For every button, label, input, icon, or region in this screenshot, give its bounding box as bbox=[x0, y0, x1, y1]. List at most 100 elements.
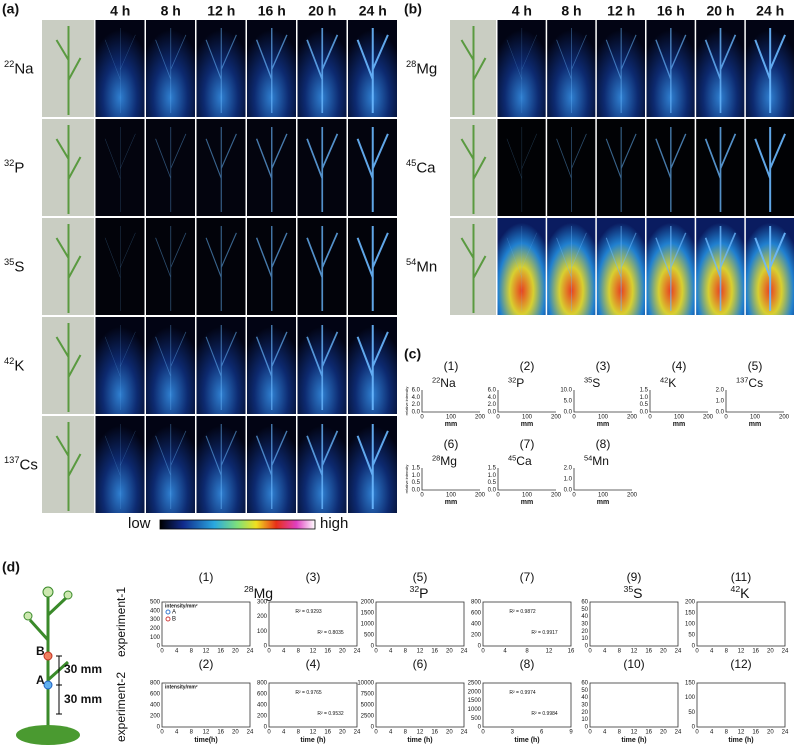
panel-label: (a) bbox=[2, 1, 19, 17]
y-tick-label: 1.5 bbox=[488, 466, 497, 472]
y-tick-label: 400 bbox=[150, 608, 161, 614]
x-tick-label: 8 bbox=[618, 730, 622, 736]
plot-number: (4) bbox=[672, 359, 687, 373]
x-axis-label: time (h) bbox=[728, 737, 753, 744]
isotope-mass: 42 bbox=[4, 356, 14, 366]
plot-number: (7) bbox=[520, 570, 535, 584]
x-tick-label: 4 bbox=[282, 649, 286, 655]
plot-number: (5) bbox=[748, 359, 763, 373]
plant-stem bbox=[55, 125, 82, 214]
annotation: R² = 0.9872 bbox=[509, 609, 535, 615]
panel-label: (b) bbox=[404, 1, 422, 17]
x-tick-label: 8 bbox=[404, 649, 408, 655]
x-tick-label: 16 bbox=[645, 730, 652, 736]
y-tick-label: 10 bbox=[581, 636, 588, 642]
isotope-element: P bbox=[516, 376, 524, 390]
root-trace bbox=[556, 127, 587, 212]
annotation: R² = 0.8035 bbox=[317, 630, 343, 636]
time-header: 4 h bbox=[512, 3, 532, 19]
isotope-element: Ca bbox=[516, 454, 532, 468]
x-tick-label: 4 bbox=[603, 730, 607, 736]
x-axis-label: time (h) bbox=[300, 737, 325, 744]
root-trace bbox=[704, 226, 737, 311]
x-tick-label: 0 bbox=[496, 493, 500, 499]
x-axis-label: mm bbox=[597, 499, 609, 506]
isotope-mass: 32 bbox=[508, 375, 516, 384]
x-tick-label: 0 bbox=[374, 730, 378, 736]
autoradiograph bbox=[95, 20, 145, 117]
x-tick-label: 20 bbox=[767, 730, 774, 736]
axes bbox=[725, 390, 784, 413]
y-tick-label: 0 bbox=[585, 644, 589, 650]
y-tick-label: 100 bbox=[685, 622, 696, 628]
isotope-element: S bbox=[633, 585, 642, 601]
y-tick-label: 2500 bbox=[468, 681, 482, 687]
isotope-element: P bbox=[14, 159, 24, 176]
isotope-mass: 28 bbox=[432, 453, 440, 462]
plot-number: (11) bbox=[731, 570, 751, 584]
time-header: 16 h bbox=[657, 3, 685, 19]
annotation: R² = 0.9974 bbox=[509, 690, 535, 696]
x-tick-label: 4 bbox=[710, 649, 714, 655]
x-tick-label: 8 bbox=[297, 649, 301, 655]
root-trace bbox=[205, 226, 237, 311]
x-tick-label: 0 bbox=[695, 730, 699, 736]
root-trace bbox=[155, 28, 187, 113]
x-tick-label: 24 bbox=[461, 730, 468, 736]
y-tick-label: 150 bbox=[685, 611, 696, 617]
legend-marker bbox=[165, 609, 171, 615]
x-tick-label: 0 bbox=[160, 649, 164, 655]
x-tick-label: 24 bbox=[354, 730, 361, 736]
plot-number: (1) bbox=[199, 570, 214, 584]
x-tick-label: 3 bbox=[511, 730, 515, 736]
x-tick-label: 4 bbox=[175, 649, 179, 655]
annotation: R² = 0.9293 bbox=[295, 609, 321, 615]
row-label: experiment-2 bbox=[114, 672, 128, 742]
x-tick-label: 24 bbox=[782, 649, 789, 655]
x-tick-label: 0 bbox=[420, 493, 424, 499]
x-tick-label: 100 bbox=[446, 493, 457, 499]
x-tick-label: 24 bbox=[461, 649, 468, 655]
x-tick-label: 0 bbox=[496, 415, 500, 421]
root-trace bbox=[104, 325, 136, 410]
isotope-label: 45Ca bbox=[508, 453, 532, 468]
y-tick-label: 0.0 bbox=[564, 488, 573, 494]
y-tick-label: 200 bbox=[471, 633, 482, 639]
y-tick-label: 1.0 bbox=[564, 477, 573, 483]
y-tick-label: 1.0 bbox=[412, 473, 421, 479]
y-tick-label: 0 bbox=[585, 725, 589, 731]
y-axis-label: intensity/mm² bbox=[165, 684, 198, 690]
plot-number: (8) bbox=[520, 657, 535, 671]
y-tick-label: 200 bbox=[257, 714, 268, 720]
x-tick-label: 100 bbox=[446, 415, 457, 421]
x-tick-label: 200 bbox=[551, 415, 562, 421]
annotation: R² = 0.9984 bbox=[531, 711, 557, 717]
y-tick-label: 50 bbox=[688, 633, 695, 639]
isotope-label: 42K bbox=[4, 356, 24, 374]
root-trace bbox=[506, 127, 537, 212]
x-tick-label: 12 bbox=[631, 649, 638, 655]
x-tick-label: 4 bbox=[389, 649, 393, 655]
isotope-mass: 28 bbox=[406, 59, 416, 69]
x-tick-label: 12 bbox=[546, 649, 553, 655]
isotope-mass: 45 bbox=[508, 453, 516, 462]
root-trace bbox=[655, 28, 687, 113]
time-header: 12 h bbox=[207, 3, 235, 19]
isotope-element: Cs bbox=[20, 456, 38, 473]
y-tick-label: 2000 bbox=[468, 689, 482, 695]
plot-frame bbox=[161, 601, 251, 647]
plant-stem bbox=[55, 323, 82, 412]
y-tick-label: 1.0 bbox=[488, 473, 497, 479]
y-tick-label: 1.0 bbox=[716, 399, 725, 405]
root-trace bbox=[255, 424, 288, 509]
time-header: 4 h bbox=[110, 3, 130, 19]
isotope-element: Ca bbox=[416, 159, 436, 176]
root-trace bbox=[255, 28, 288, 113]
x-axis-label: time(h) bbox=[194, 737, 217, 744]
diagram-label: A bbox=[36, 673, 45, 687]
x-tick-label: 6 bbox=[540, 730, 544, 736]
x-tick-label: 20 bbox=[660, 730, 667, 736]
y-tick-label: 600 bbox=[471, 611, 482, 617]
isotope-element: K bbox=[740, 585, 750, 601]
y-tick-label: 400 bbox=[257, 703, 268, 709]
